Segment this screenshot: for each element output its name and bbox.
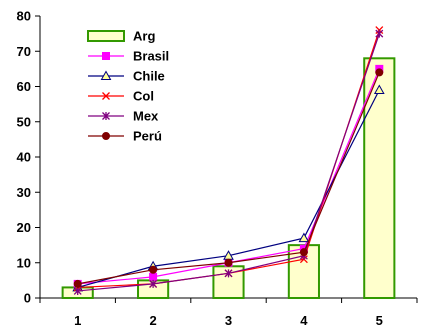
y-tick-label: 10 — [17, 255, 31, 270]
y-tick-label: 40 — [17, 150, 31, 165]
line-series-group — [73, 68, 384, 288]
y-axis-ticks: 0 10 20 30 40 50 60 70 80 — [17, 9, 40, 306]
x-tick-label: 3 — [225, 313, 232, 328]
data-point — [224, 258, 233, 267]
x-tick-label: 4 — [300, 313, 308, 328]
data-point — [299, 248, 308, 257]
data-point — [375, 29, 384, 38]
line-series — [72, 26, 385, 295]
legend-swatch-marker — [102, 112, 110, 120]
legend-entry: Arg — [87, 29, 155, 44]
x-tick-label: 5 — [376, 313, 383, 328]
data-point — [224, 269, 233, 278]
legend-entry: Brasil — [88, 49, 169, 64]
legend-swatch-marker — [102, 92, 110, 100]
legend-label: Chile — [133, 69, 165, 84]
legend-swatch — [87, 30, 125, 42]
legend-label: Perú — [133, 129, 162, 144]
data-point — [375, 68, 384, 77]
y-tick-label: 50 — [17, 114, 31, 129]
y-tick-label: 0 — [24, 291, 31, 306]
legend: Arg Brasil Chile Col Mex Perú — [87, 29, 169, 144]
y-tick-label: 30 — [17, 185, 31, 200]
legend-swatch-marker — [102, 132, 110, 140]
legend-swatch-marker — [100, 70, 112, 80]
data-point — [298, 232, 310, 243]
x-tick-label: 1 — [74, 313, 81, 328]
y-tick-label: 20 — [17, 220, 31, 235]
legend-entry: Perú — [88, 129, 162, 144]
y-tick-label: 60 — [17, 79, 31, 94]
data-point — [149, 272, 158, 281]
data-point — [373, 84, 385, 95]
legend-entry: Col — [88, 89, 154, 104]
legend-label: Brasil — [133, 49, 169, 64]
legend-label: Mex — [133, 109, 159, 124]
data-point — [149, 279, 158, 288]
line-series-group — [73, 29, 384, 295]
legend-entry: Chile — [88, 69, 165, 84]
data-point — [149, 265, 158, 274]
legend-label: Col — [133, 89, 154, 104]
legend-entry: Mex — [88, 109, 159, 124]
data-point — [73, 279, 82, 288]
y-tick-label: 80 — [17, 9, 31, 24]
bar — [363, 57, 396, 299]
y-tick-label: 70 — [17, 44, 31, 59]
legend-swatch-marker — [102, 52, 110, 60]
x-axis-ticks: 1 2 3 4 5 — [39, 298, 418, 328]
data-point — [73, 286, 82, 295]
x-tick-label: 2 — [149, 313, 156, 328]
legend-label: Arg — [133, 29, 155, 44]
series-line — [77, 29, 380, 289]
